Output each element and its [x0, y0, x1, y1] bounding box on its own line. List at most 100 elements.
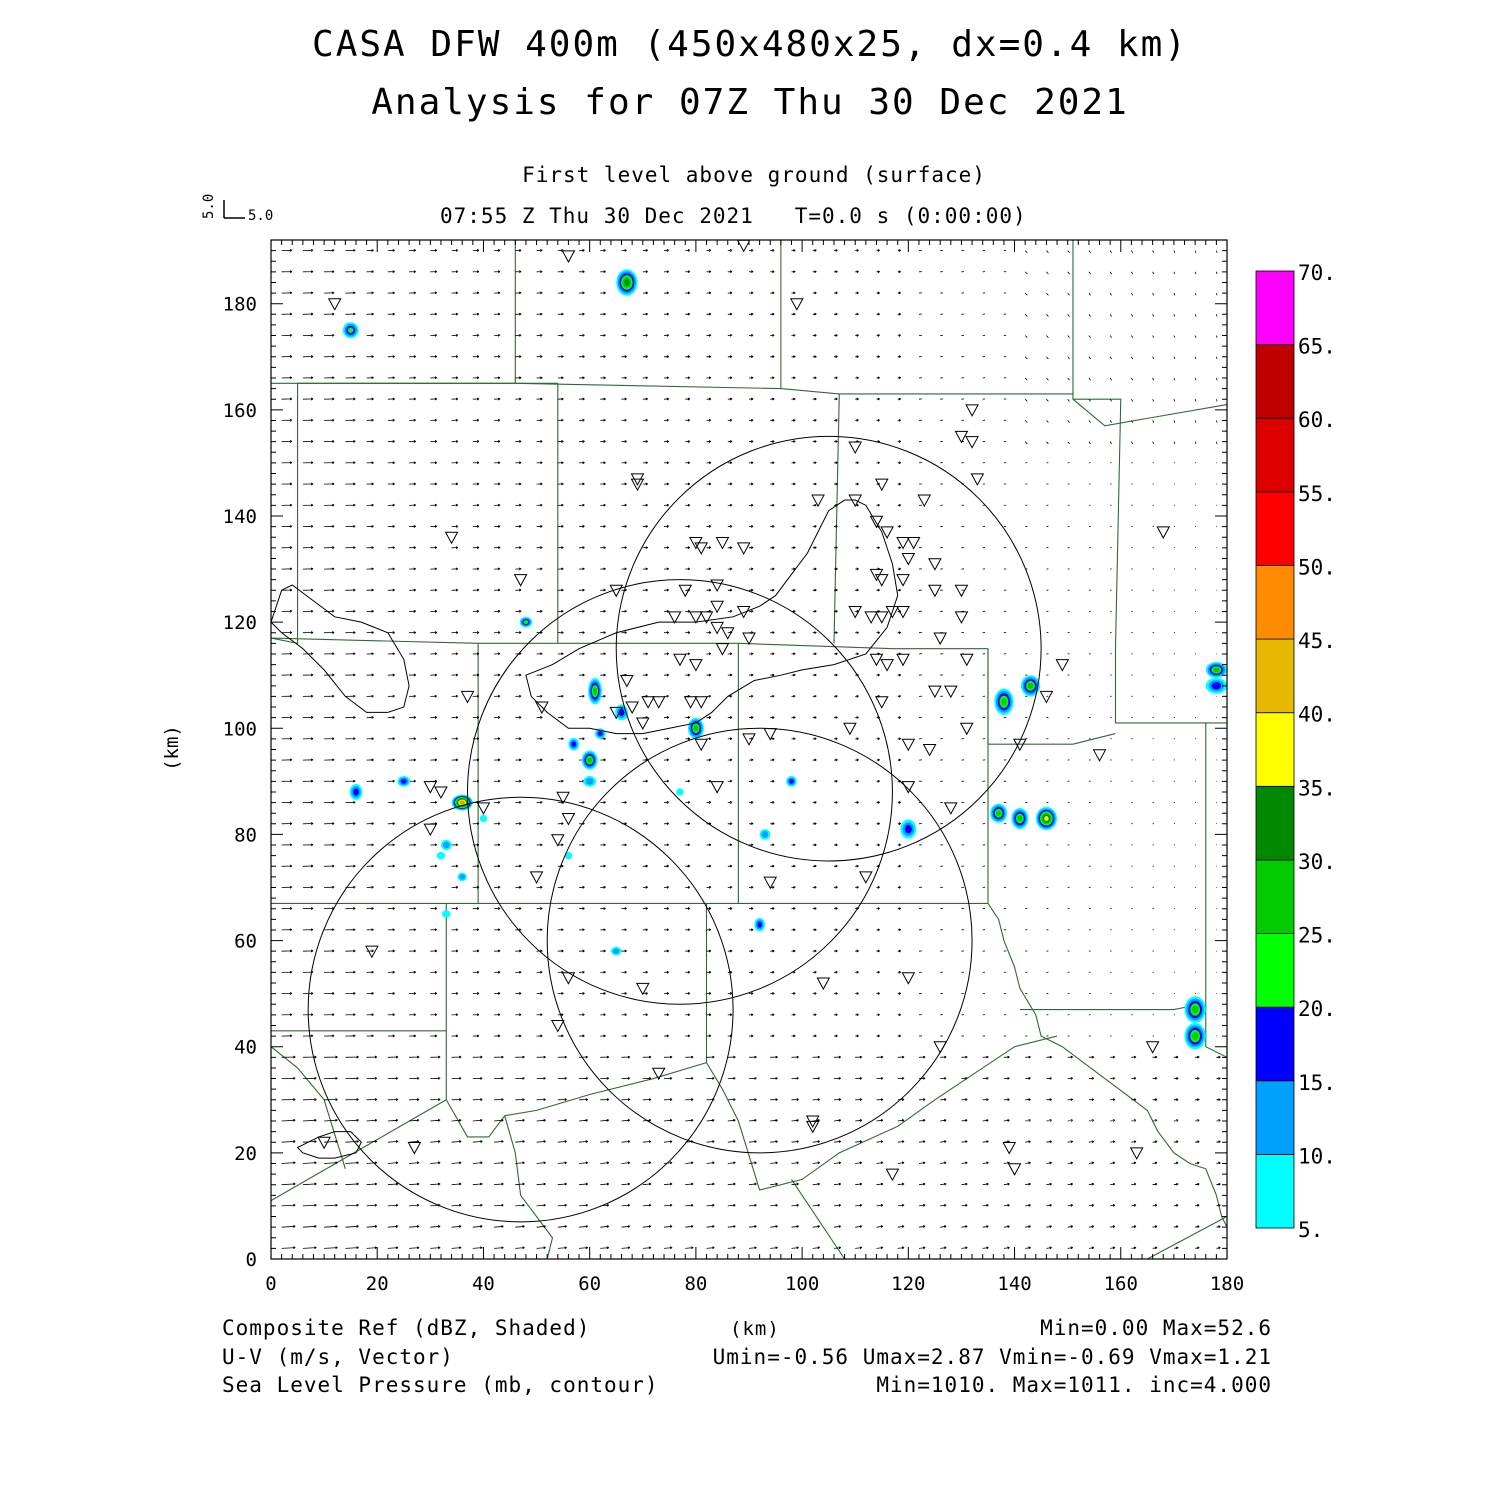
colorbar-segment [1255, 712, 1295, 787]
station-marker [1092, 749, 1107, 762]
station-marker [561, 812, 576, 826]
station-marker [550, 834, 565, 847]
station-marker [848, 606, 863, 619]
station-marker [715, 643, 730, 656]
station-marker [625, 701, 639, 715]
station-marker [561, 250, 576, 263]
reflectivity-cell [457, 872, 467, 882]
station-marker [869, 515, 884, 529]
county-line [297, 382, 559, 644]
station-marker [959, 653, 974, 667]
footer-field-1-stats: Min=0.00 Max=52.6 [1040, 1316, 1272, 1340]
county-line [706, 1035, 1058, 1191]
radar-ring [615, 435, 1042, 862]
reflectivity-cell [440, 839, 452, 851]
plot-title-line-2: Analysis for 07Z Thu 30 Dec 2021 [371, 82, 1129, 123]
station-marker [933, 632, 948, 646]
reflectivity-cell [676, 788, 684, 796]
county-boundaries [270, 240, 1228, 1260]
reflectivity-cell [588, 677, 602, 705]
station-marker [444, 531, 459, 545]
x-tick-label: 20 [366, 1273, 389, 1295]
reflectivity-cell [1184, 1022, 1206, 1050]
station-marker [874, 611, 889, 624]
station-marker [843, 722, 857, 736]
colorbar-segment [1255, 933, 1295, 1008]
slp-contours [270, 499, 899, 1159]
y-tick-label: 100 [223, 718, 257, 740]
station-marker [651, 1067, 666, 1081]
station-marker [736, 239, 751, 253]
station-marker [407, 1142, 422, 1155]
reflectivity-cell [479, 814, 488, 823]
station-marker [896, 537, 910, 550]
county-line [1072, 398, 1122, 649]
county-line [515, 382, 781, 390]
station-marker [710, 781, 724, 794]
colorbar-label: 20. [1298, 997, 1336, 1021]
colorbar-segment [1255, 785, 1295, 861]
slp-contour [525, 499, 899, 735]
station-marker [635, 982, 650, 996]
vector-key: 5.0 5.0 [201, 194, 273, 224]
reflectivity-cell [568, 737, 580, 751]
reflectivity-cell [436, 851, 446, 860]
reflectivity-cell [342, 322, 359, 339]
colorbar-segment [1255, 1080, 1295, 1155]
station-marker [1007, 1163, 1022, 1176]
footer-field-3: Sea Level Pressure (mb, contour) [222, 1373, 659, 1397]
station-marker [694, 542, 709, 555]
station-marker [928, 685, 942, 699]
station-marker [848, 441, 863, 455]
radar-ring [307, 796, 734, 1223]
level-label: First level above ground (surface) [522, 163, 986, 187]
colorbar-segment [1255, 1006, 1295, 1082]
station-marker [742, 733, 756, 746]
station-marker [943, 685, 958, 699]
reflectivity-shading [342, 269, 1227, 1050]
station-marker [683, 696, 698, 709]
county-line [780, 388, 1073, 395]
station-marker [1145, 1041, 1160, 1054]
colorbar-segment [1255, 1153, 1295, 1229]
station-marker [901, 972, 916, 985]
station-marker [694, 696, 709, 709]
plot-frame [270, 239, 1228, 1260]
footer-field-1: Composite Ref (dBZ, Shaded) [222, 1316, 591, 1340]
station-marker [859, 871, 873, 884]
x-tick-labels: 0 20 40 60 80 100 120 140 160 180 [265, 1273, 1244, 1295]
station-marker [1002, 1142, 1017, 1155]
station-marker [874, 478, 889, 492]
station-marker [550, 1019, 565, 1033]
station-marker [896, 574, 910, 587]
x-tick-label: 0 [265, 1273, 276, 1295]
county-line [270, 637, 988, 650]
y-tick-label: 40 [234, 1037, 257, 1059]
y-tick-label: 120 [223, 612, 257, 634]
station-marker [954, 430, 969, 444]
station-marker [901, 781, 916, 794]
station-marker [896, 606, 910, 619]
station-marker [736, 542, 751, 555]
footer-field-3-stats: Min=1010. Max=1011. inc=4.000 [876, 1373, 1272, 1397]
colorbar-label: 55. [1298, 482, 1336, 506]
station-marker [874, 574, 889, 587]
colorbar-label: 70. [1298, 261, 1336, 285]
county-line [987, 903, 1228, 1228]
station-marker [816, 977, 831, 991]
station-marker [954, 584, 969, 598]
station-marker [933, 1041, 948, 1054]
station-marker [885, 606, 900, 619]
station-marker [710, 579, 724, 593]
station-marker [1013, 738, 1027, 752]
station-marker [678, 584, 693, 598]
station-marker [365, 945, 379, 959]
colorbar-segment [1255, 491, 1295, 566]
y-tick-labels: 0 20 40 60 80 100 120 140 160 180 [223, 294, 257, 1271]
reflectivity-cell [1035, 806, 1058, 831]
station-marker [885, 1168, 900, 1182]
reflectivity-cell [1184, 996, 1206, 1023]
station-marker [635, 717, 650, 731]
colorbar-label: 10. [1298, 1144, 1336, 1168]
